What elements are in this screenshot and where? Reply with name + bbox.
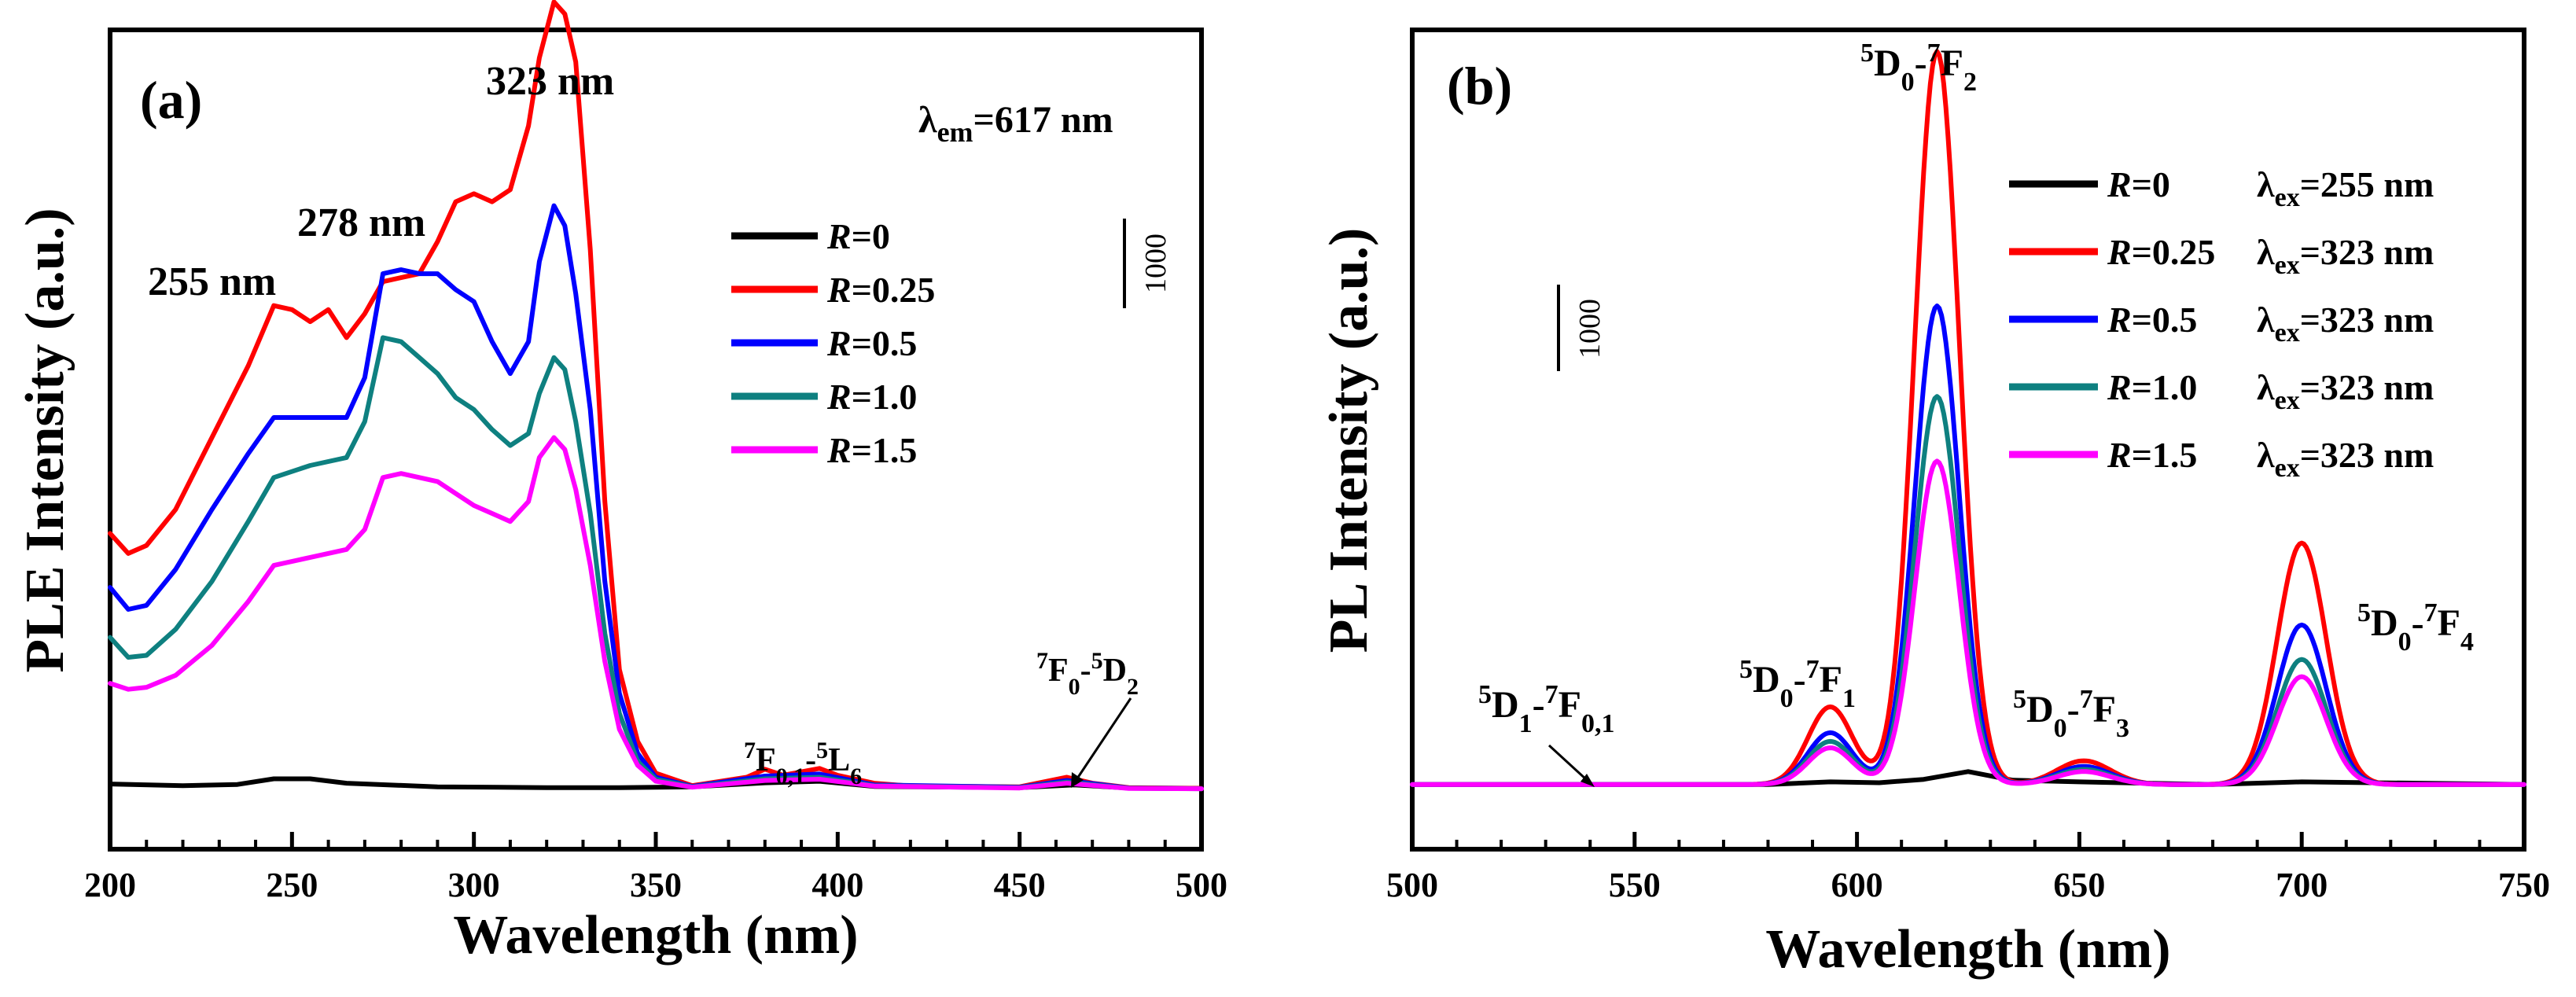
legend-item-r15: R=1.5 λex=323 nm [2009, 435, 2434, 483]
legend-excitation: λex=323 nm [2257, 300, 2434, 348]
panel-a-ple-chart: 200 250 300 350 400 450 500 (a) Wavelength (nm… [15, 0, 1227, 966]
transition-label-5d0-7f4: 5D0-7F4 [2357, 598, 2474, 657]
transition-label-5d0-7f2: 5D0-7F2 [1860, 39, 1977, 97]
peak-label-278: 278 nm [297, 201, 425, 245]
series-lines [108, 0, 1204, 792]
legend-item-r15: R=1.5 [731, 430, 917, 470]
peak-label-323: 323 nm [486, 59, 614, 104]
series-line-r15 [108, 435, 1204, 792]
emission-wavelength-label: λem=617 nm [918, 99, 1113, 148]
legend-item-r025: R=0.25 [731, 270, 935, 310]
x-axis-tick-labels: 500 550 600 650 700 750 [1386, 866, 2550, 904]
x-axis-label: Wavelength (nm) [453, 905, 858, 966]
legend-item-r10: R=1.0 λex=323 nm [2009, 367, 2434, 415]
x-axis-ticks [1410, 832, 2526, 849]
y-axis-label: PL Intensity (a.u.) [1319, 228, 1379, 653]
legend-excitation: λex=255 nm [2257, 164, 2434, 212]
x-tick-label: 300 [448, 866, 500, 904]
legend-text: R=0.5 [826, 323, 917, 363]
panel-b-pl-chart: 500 550 600 650 700 750 (b) Wavelength (nm) P… [1319, 28, 2550, 980]
legend-text: R=1.0 [826, 377, 917, 417]
transition-label-5d0-7f3: 5D0-7F3 [2013, 685, 2129, 743]
x-tick-label: 450 [994, 866, 1046, 904]
panel-label: (b) [1447, 56, 1512, 116]
legend-excitation: λex=323 nm [2257, 435, 2434, 483]
legend-text: R=0 [826, 216, 890, 256]
series-line-r0 [1410, 769, 2526, 787]
x-tick-label: 750 [2498, 866, 2550, 904]
x-tick-label: 350 [630, 866, 682, 904]
x-tick-label: 400 [811, 866, 863, 904]
panel-label: (a) [140, 70, 202, 130]
legend-text: R=1.5 [2107, 435, 2197, 475]
legend-item-r05: R=0.5 [731, 323, 917, 363]
x-axis-ticks [108, 832, 1204, 849]
legend-text: R=0.25 [2107, 232, 2215, 272]
series-line-r15 [1410, 458, 2526, 787]
legend-text: R=0.25 [826, 270, 935, 310]
plot-frame [1410, 28, 2526, 852]
x-axis-tick-labels: 200 250 300 350 400 450 500 [84, 866, 1227, 904]
legend-excitation: λex=323 nm [2257, 232, 2434, 280]
legend-text: R=0.5 [2107, 300, 2197, 340]
legend-item-r025: R=0.25 λex=323 nm [2009, 232, 2434, 280]
series-line-r05 [108, 203, 1204, 791]
legend-item-r05: R=0.5 λex=323 nm [2009, 300, 2434, 348]
legend: R=0 R=0.25 R=0.5 R=1.0 R=1.5 [731, 216, 935, 470]
legend-text: R=1.5 [826, 430, 917, 470]
legend-excitation: λex=323 nm [2257, 367, 2434, 415]
legend-item-r0: R=0 λex=255 nm [2009, 164, 2434, 212]
transition-label-7f01-5l6: 7F0,1-5L6 [744, 738, 862, 789]
x-tick-label: 650 [2053, 866, 2105, 904]
x-tick-label: 700 [2276, 866, 2328, 904]
annotation-arrow [1547, 744, 1595, 787]
x-tick-label: 200 [84, 866, 136, 904]
annotation-arrow [1071, 697, 1132, 788]
x-tick-label: 500 [1176, 866, 1227, 904]
peak-label-255: 255 nm [148, 259, 276, 304]
scale-bar-label: 1000 [1139, 234, 1172, 293]
transition-label-5d1-7f01: 5D1-7F0,1 [1478, 680, 1614, 738]
legend-text: R=0 [2107, 164, 2170, 204]
legend-item-r0: R=0 [731, 216, 890, 256]
x-axis-label: Wavelength (nm) [1765, 919, 2170, 980]
x-tick-label: 550 [1609, 866, 1661, 904]
transition-label-5d0-7f1: 5D0-7F1 [1739, 655, 1856, 713]
transition-label-7f0-5d2: 7F0-5D2 [1036, 648, 1139, 700]
legend-text: R=1.0 [2107, 367, 2197, 407]
legend-item-r10: R=1.0 [731, 377, 917, 417]
series-lines [1410, 49, 2526, 787]
x-tick-label: 250 [266, 866, 318, 904]
x-tick-label: 500 [1386, 866, 1438, 904]
scale-bar-label: 1000 [1573, 299, 1606, 359]
legend: R=0 λex=255 nm R=0.25 λex=323 nm R=0.5 λ… [2009, 164, 2434, 483]
x-tick-label: 600 [1831, 866, 1883, 904]
plot-frame [108, 28, 1204, 852]
y-axis-label: PLE Intensity (a.u.) [15, 208, 75, 672]
